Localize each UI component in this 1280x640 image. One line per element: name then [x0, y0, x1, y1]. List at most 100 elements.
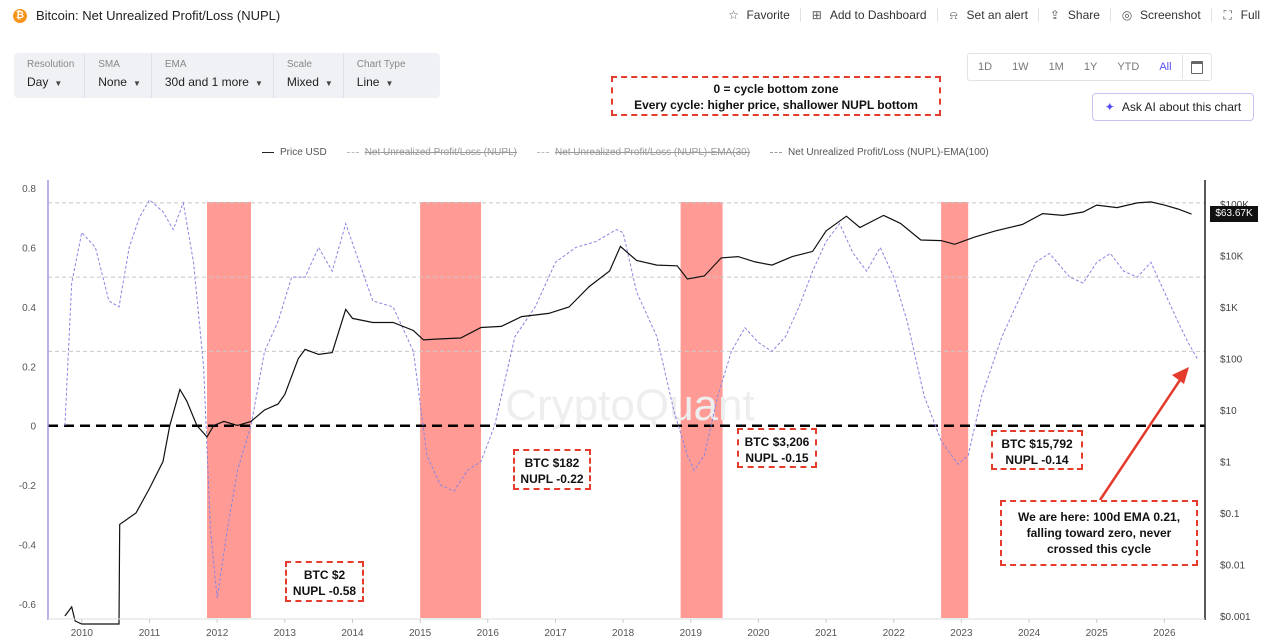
add-to-dashboard-label: Add to Dashboard: [829, 8, 927, 22]
legend-swatch: [346, 152, 359, 153]
x-tick-label: 2012: [206, 628, 229, 639]
set-alert-button[interactable]: ⍾ Set an alert: [938, 8, 1039, 22]
range-1y[interactable]: 1Y: [1083, 61, 1098, 73]
x-tick-label: 2014: [341, 628, 364, 639]
legend-swatch: [770, 152, 783, 153]
chart-type-select[interactable]: Chart Type Line ▼: [344, 53, 416, 98]
legend-item-nupl[interactable]: Net Unrealized Profit/Loss (NUPL): [346, 147, 517, 158]
sparkle-icon: ✦: [1104, 100, 1115, 114]
callout-price: BTC $182: [524, 456, 580, 470]
y-right-tick-label: $1: [1220, 458, 1232, 469]
favorite-button[interactable]: ☆ Favorite: [717, 8, 801, 22]
last-price-badge: $63.67K: [1210, 206, 1258, 222]
fullscreen-icon: ⛶: [1223, 8, 1232, 22]
share-button[interactable]: ⇪ Share: [1039, 8, 1111, 22]
arrow-head: [1172, 367, 1189, 384]
ask-ai-label: Ask AI about this chart: [1121, 100, 1242, 114]
x-tick-label: 2021: [815, 628, 838, 639]
chevron-down-icon: ▼: [324, 79, 333, 88]
y-right-tick-label: $1K: [1220, 303, 1238, 314]
chevron-down-icon: ▼: [132, 79, 141, 88]
y-left-tick-label: 0.6: [22, 243, 36, 254]
bottom-zone-2: [420, 202, 482, 618]
x-tick-label: 2016: [477, 628, 500, 639]
chart-controls: Resolution Day ▼ SMA None ▼ EMA 30d and 1 mor…: [14, 53, 440, 98]
cycle-note-line1: 0 = cycle bottom zone: [713, 82, 839, 96]
y-left-tick-label: 0.8: [22, 184, 36, 195]
range-1d[interactable]: 1D: [978, 61, 993, 73]
screenshot-label: Screenshot: [1139, 8, 1201, 22]
x-tick-label: 2026: [1153, 628, 1176, 639]
range-all[interactable]: All: [1159, 61, 1172, 73]
bell-icon: ⍾: [949, 8, 958, 22]
bottom-zone-4: [941, 202, 969, 618]
series-line-price: [64, 201, 1192, 625]
y-left-tick-label: -0.4: [19, 541, 37, 552]
cycle-note: 0 = cycle bottom zone Every cycle: highe…: [611, 76, 941, 116]
full-button[interactable]: ⛶ Full: [1212, 8, 1270, 22]
range-1m[interactable]: 1M: [1048, 61, 1064, 73]
legend-item-price[interactable]: Price USD: [262, 147, 327, 158]
screenshot-button[interactable]: ◎ Screenshot: [1111, 8, 1212, 22]
callout-price: BTC $3,206: [744, 435, 810, 449]
chevron-down-icon: ▼: [385, 79, 394, 88]
chevron-down-icon: ▼: [254, 79, 263, 88]
legend-item-ema30[interactable]: Net Unrealized Profit/Loss (NUPL)-EMA(30…: [536, 147, 750, 158]
y-left-tick-label: -0.6: [19, 600, 37, 611]
share-icon: ⇪: [1049, 8, 1060, 22]
series-line-ema100: [64, 199, 1199, 599]
x-tick-label: 2018: [612, 628, 635, 639]
callout-nupl: NUPL -0.15: [745, 451, 809, 465]
calendar-icon: [1190, 60, 1203, 74]
range-ytd[interactable]: YTD: [1117, 61, 1140, 73]
callout-price: BTC $15,792: [1001, 437, 1073, 451]
add-to-dashboard-button[interactable]: ⊞ Add to Dashboard: [801, 8, 938, 22]
time-range-selector: 1D 1W 1M 1Y YTD All: [967, 53, 1212, 81]
x-tick-label: 2017: [544, 628, 567, 639]
chart-legend: Price USD Net Unrealized Profit/Loss (NU…: [262, 147, 1009, 158]
y-right-tick-label: $10: [1220, 406, 1237, 417]
star-icon: ☆: [728, 8, 739, 22]
range-1w[interactable]: 1W: [1012, 61, 1029, 73]
legend-swatch: [262, 152, 274, 153]
x-tick-label: 2024: [1018, 628, 1041, 639]
cycle-note-line2: Every cycle: higher price, shallower NUP…: [634, 98, 918, 112]
ask-ai-button[interactable]: ✦ Ask AI about this chart: [1092, 93, 1254, 121]
callout-nupl: NUPL -0.14: [1005, 453, 1069, 467]
ema-select[interactable]: EMA 30d and 1 more ▼: [152, 53, 274, 98]
scale-select[interactable]: Scale Mixed ▼: [274, 53, 344, 98]
add-dashboard-icon: ⊞: [811, 8, 822, 22]
ema-label: EMA: [164, 59, 187, 70]
x-tick-label: 2022: [883, 628, 906, 639]
x-tick-label: 2013: [274, 628, 297, 639]
header: ₿ Bitcoin: Net Unrealized Profit/Loss (N…: [0, 0, 1280, 32]
camera-icon: ◎: [1121, 8, 1133, 22]
resolution-value: Day: [27, 75, 49, 89]
y-right-tick-label: $10K: [1220, 252, 1244, 263]
y-left-tick-label: 0.4: [22, 303, 36, 314]
x-tick-label: 2019: [680, 628, 703, 639]
set-alert-label: Set an alert: [966, 8, 1028, 22]
x-tick-label: 2011: [139, 628, 161, 639]
callout-2022-bottom: BTC $15,792 NUPL -0.14: [991, 430, 1083, 470]
legend-label: Price USD: [280, 147, 327, 158]
legend-item-ema100[interactable]: Net Unrealized Profit/Loss (NUPL)-EMA(10…: [770, 147, 989, 158]
scale-value: Mixed: [286, 75, 319, 89]
favorite-label: Favorite: [746, 8, 790, 22]
x-tick-label: 2020: [747, 628, 770, 639]
resolution-select[interactable]: Resolution Day ▼: [14, 53, 86, 98]
x-tick-label: 2025: [1086, 628, 1109, 639]
y-left-tick-label: -0.2: [19, 481, 37, 492]
nupl-chart: CryptoQuant 0.8 0.6 0.4 0.2 0 -0.2 -0.4 -0.6 $10…: [19, 180, 1251, 639]
y-right-tick-label: $0.01: [1220, 561, 1245, 572]
callout-nupl: NUPL -0.58: [292, 584, 357, 598]
callout-2011-bottom: BTC $2 NUPL -0.58: [285, 561, 364, 602]
page-title: Bitcoin: Net Unrealized Profit/Loss (NUP…: [36, 8, 281, 23]
sma-select[interactable]: SMA None ▼: [85, 53, 152, 98]
legend-label: Net Unrealized Profit/Loss (NUPL)-EMA(10…: [788, 147, 989, 158]
calendar-button[interactable]: [1181, 55, 1211, 79]
full-label: Full: [1240, 8, 1260, 22]
chart-type-label: Chart Type: [356, 59, 406, 70]
current-status-text: We are here: 100d EMA 0.21, falling towa…: [1017, 510, 1181, 556]
x-tick-label: 2023: [950, 628, 973, 639]
